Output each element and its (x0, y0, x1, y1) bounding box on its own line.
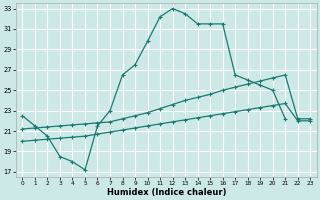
X-axis label: Humidex (Indice chaleur): Humidex (Indice chaleur) (107, 188, 226, 197)
